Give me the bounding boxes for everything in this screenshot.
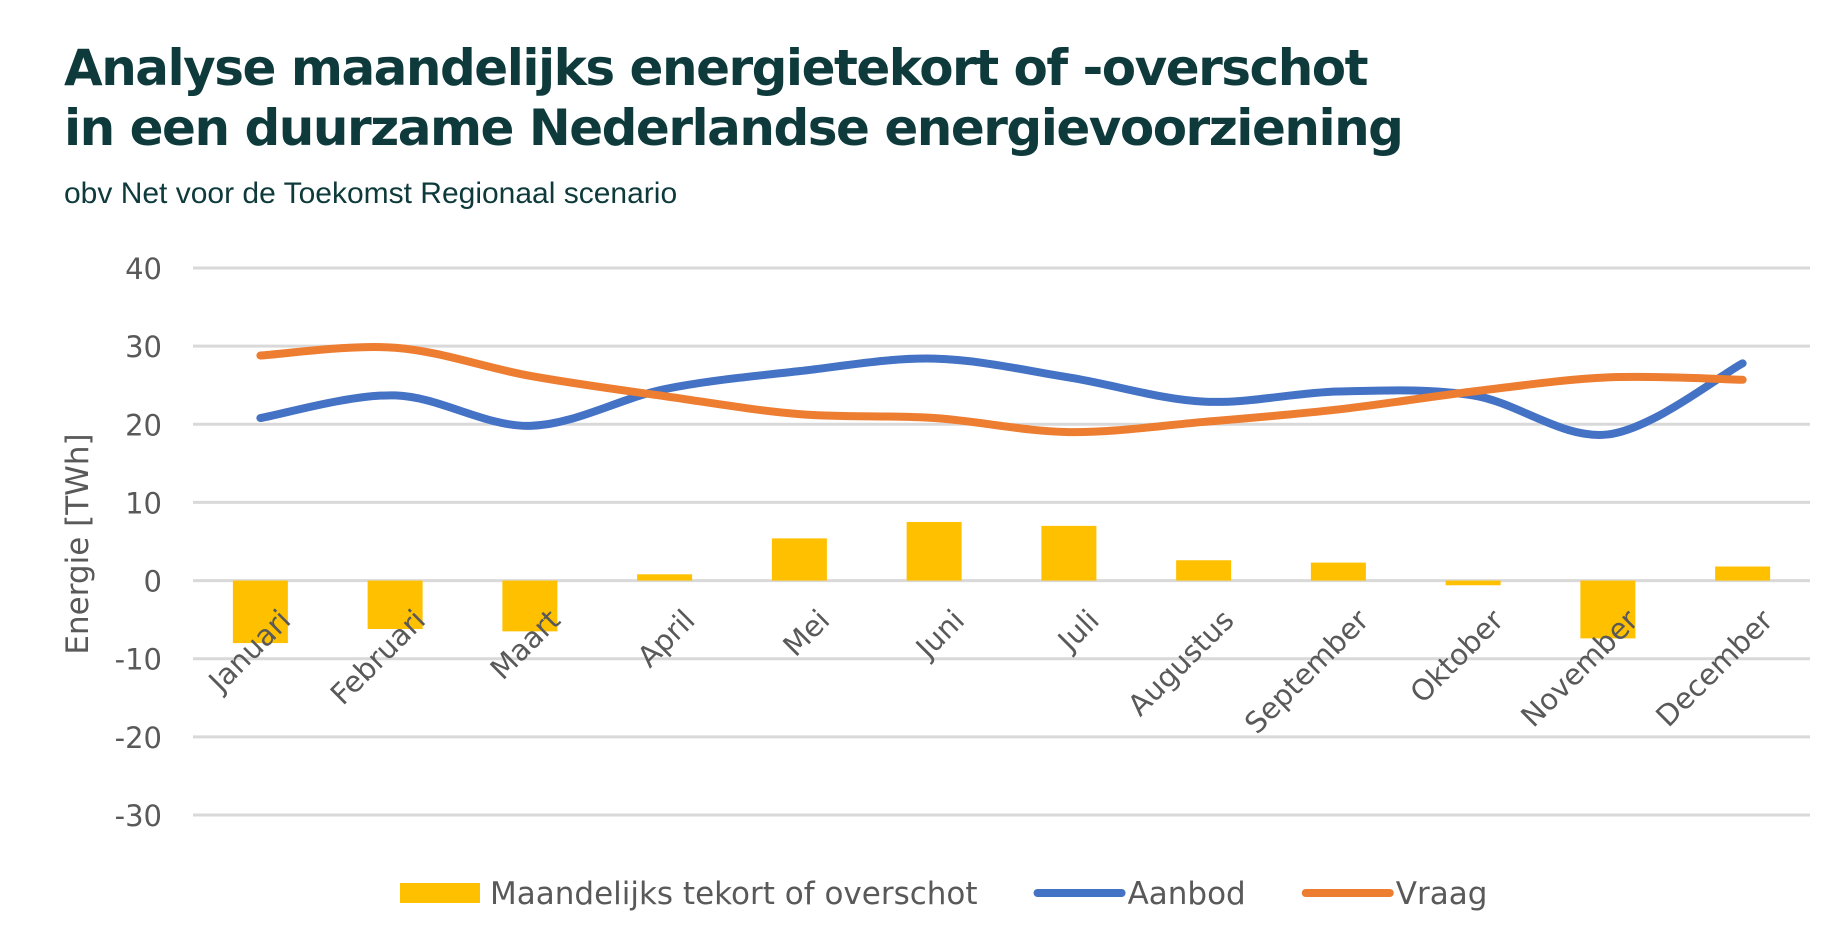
x-category-label: April xyxy=(631,603,702,674)
line-vraag xyxy=(256,343,1747,437)
bar-series xyxy=(232,521,1771,644)
bar-december xyxy=(1715,566,1771,581)
chart-title: Analyse maandelijks energietekort of -ov… xyxy=(64,38,1564,158)
bar-augustus xyxy=(1176,560,1232,581)
x-category-label: Augustus xyxy=(1121,603,1240,722)
legend-item-aanbod: Aanbod xyxy=(1033,876,1246,912)
line-series xyxy=(256,343,1747,439)
x-category-label: Oktober xyxy=(1403,603,1510,710)
x-category-label: Juli xyxy=(1050,603,1106,659)
grid-lines xyxy=(193,266,1810,817)
x-axis-categories: Januari Februari Maart April Mei Juni Juli Augu… xyxy=(201,603,1780,740)
x-category-label: December xyxy=(1649,603,1779,733)
y-axis-ticks: 40 30 20 10 0 -10 -20 -30 xyxy=(115,252,162,833)
chart-title-line-1: Analyse maandelijks energietekort of -ov… xyxy=(64,39,1369,97)
bar-mei xyxy=(771,538,827,581)
line-aanbod xyxy=(256,354,1747,439)
y-tick-label: -10 xyxy=(115,643,162,677)
legend-item-maandelijks: Maandelijks tekort of overschot xyxy=(400,876,978,912)
legend-label: Maandelijks tekort of overschot xyxy=(490,876,978,912)
y-tick-label: 0 xyxy=(144,565,162,599)
chart-subtitle: obv Net voor de Toekomst Regionaal scena… xyxy=(64,177,678,210)
y-tick-label: 10 xyxy=(125,486,162,520)
x-category-label: Juni xyxy=(908,603,971,666)
bar-oktober xyxy=(1445,580,1501,586)
bar-juni xyxy=(906,521,962,581)
x-category-label: Mei xyxy=(776,603,836,663)
bar-februari xyxy=(367,580,423,630)
legend-item-vraag: Vraag xyxy=(1301,876,1488,912)
legend-label: Vraag xyxy=(1396,876,1488,912)
y-tick-label: 30 xyxy=(125,330,162,364)
bar-juli xyxy=(1041,525,1097,581)
y-axis-label: Energie [TWh] xyxy=(60,433,96,654)
bar-september xyxy=(1310,562,1366,581)
y-tick-label: 20 xyxy=(125,408,162,442)
y-tick-label: -30 xyxy=(115,799,162,833)
bar-maart xyxy=(502,580,558,632)
x-category-label: November xyxy=(1514,603,1645,734)
bar-april xyxy=(637,574,693,581)
bar-november xyxy=(1580,580,1636,639)
y-tick-label: 40 xyxy=(125,252,162,286)
legend-label: Aanbod xyxy=(1128,876,1246,912)
legend: Maandelijks tekort of overschot Aanbod Vra… xyxy=(400,876,1487,912)
y-tick-label: -20 xyxy=(115,721,162,755)
legend-swatch xyxy=(400,883,480,903)
bar-januari xyxy=(232,580,288,644)
chart-title-line-2: in een duurzame Nederlandse energievoorz… xyxy=(64,99,1404,157)
x-category-label: September xyxy=(1238,603,1375,740)
